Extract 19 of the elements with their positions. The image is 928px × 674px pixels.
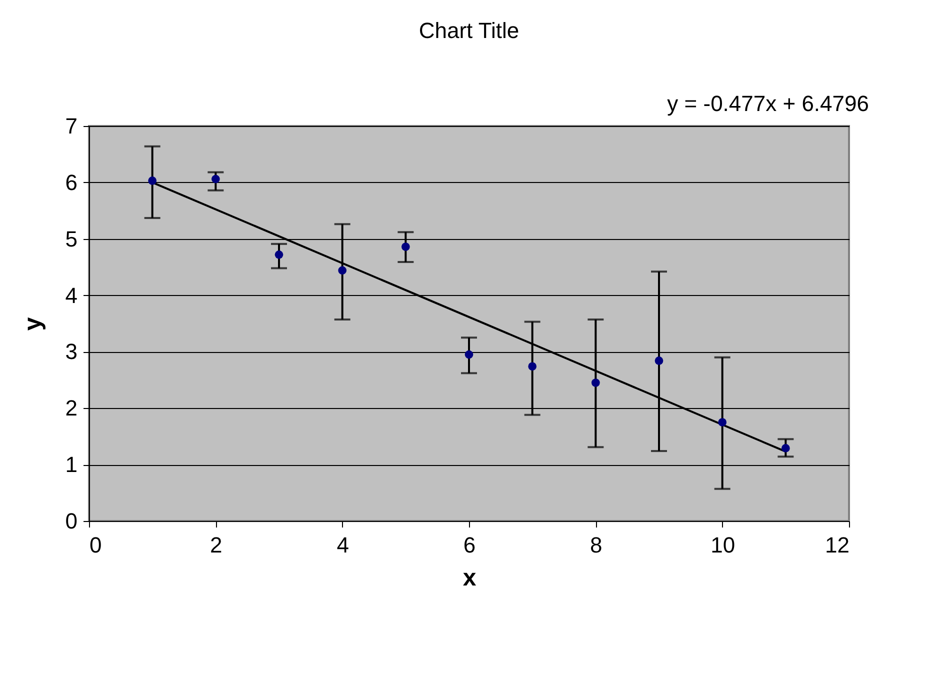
y-tick-label: 5 bbox=[65, 226, 78, 252]
x-tick-label: 4 bbox=[336, 532, 349, 558]
x-axis-title: x bbox=[462, 564, 477, 592]
y-tick-label: 4 bbox=[65, 282, 78, 308]
y-tick-label: 6 bbox=[65, 170, 78, 195]
chart-title: Chart Title bbox=[418, 18, 520, 43]
y-tick-label: 0 bbox=[65, 508, 78, 534]
x-tick-label: 2 bbox=[210, 532, 222, 558]
y-tick-label: 1 bbox=[65, 452, 78, 478]
y-tick-label: 3 bbox=[65, 339, 78, 364]
x-tick-label: 12 bbox=[825, 532, 850, 558]
x-tick-label: 10 bbox=[710, 532, 736, 558]
y-tick-label: 7 bbox=[65, 114, 78, 138]
x-tick-label: 0 bbox=[90, 532, 102, 558]
x-tick-label: 8 bbox=[590, 532, 602, 558]
x-tick-label: 6 bbox=[463, 532, 476, 558]
y-tick-label: 2 bbox=[65, 396, 78, 421]
y-axis-title: y bbox=[19, 316, 46, 331]
text: y = -0.477x + 6.4796 bbox=[667, 91, 869, 116]
